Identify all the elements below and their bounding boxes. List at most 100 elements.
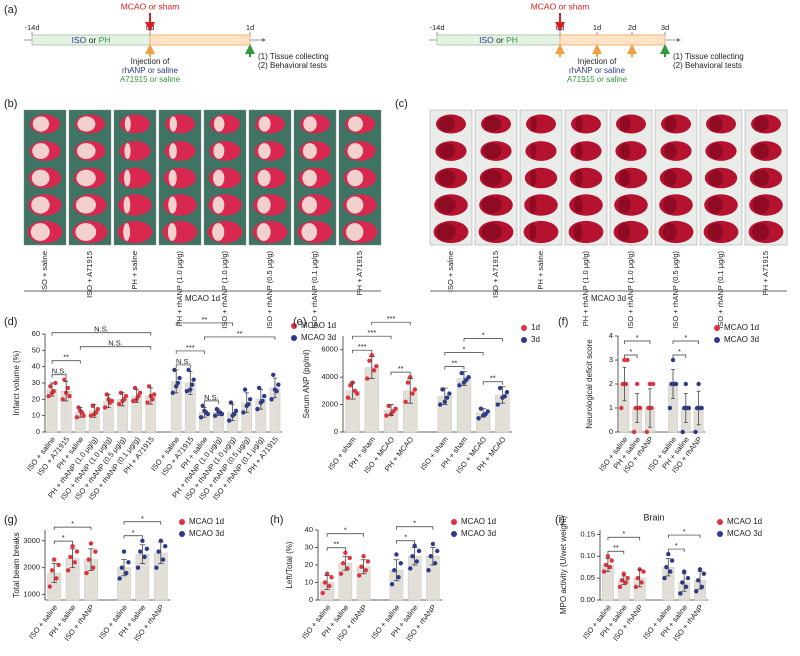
- significance-label: N.S.: [52, 367, 67, 376]
- data-point: [131, 398, 136, 404]
- infarct-area: [529, 169, 537, 187]
- column-label: ISO + A71915: [85, 251, 94, 298]
- infarct-area: [530, 116, 537, 132]
- infarct-area: [257, 169, 271, 187]
- significance-bracket: [204, 400, 219, 404]
- y-tick-label: 10: [32, 411, 40, 420]
- y-axis-label: Left/Total (%): [285, 541, 294, 588]
- data-point: [191, 377, 196, 382]
- data-point: [81, 413, 86, 418]
- data-point: [693, 429, 698, 435]
- infarct-area: [481, 223, 503, 241]
- data-point: [697, 567, 703, 572]
- day-label: 2d: [628, 23, 636, 32]
- data-point: [340, 561, 346, 566]
- data-point: [119, 565, 125, 570]
- y-tick-label: 2000: [23, 563, 40, 572]
- data-point: [601, 569, 607, 574]
- data-point: [641, 569, 646, 574]
- significance-bracket: [51, 374, 67, 378]
- data-point: [47, 584, 52, 589]
- data-point: [619, 405, 624, 411]
- infarct-area: [346, 223, 364, 241]
- significance-bracket: [390, 371, 411, 376]
- column-label: ISO + rhANP (0.1 μg/g): [310, 251, 319, 329]
- infarct-area: [708, 169, 723, 187]
- significance-label: *: [684, 333, 687, 342]
- y-tick-label: 10: [305, 577, 313, 586]
- brain-slice: [164, 141, 196, 161]
- data-point: [200, 403, 205, 409]
- infarct-area: [212, 196, 225, 214]
- data-point: [322, 580, 328, 585]
- data-point: [634, 381, 640, 387]
- data-point: [476, 416, 481, 421]
- data-point: [673, 381, 679, 387]
- data-point: [49, 568, 55, 573]
- infarct-area: [302, 169, 317, 187]
- data-point: [170, 390, 176, 395]
- data-point: [699, 405, 704, 411]
- y-tick-label: 3: [609, 355, 613, 364]
- column-label: PH + rhANP (1.0 μg/g): [175, 251, 184, 327]
- y-tick-label: 0.15: [580, 529, 595, 538]
- brain-slice: [118, 194, 152, 216]
- panel-label: (i): [555, 514, 565, 526]
- brain-slice: [523, 220, 559, 244]
- data-point: [68, 554, 73, 560]
- y-tick-label: 6000: [321, 345, 338, 354]
- infarct-area: [619, 116, 631, 132]
- data-point: [247, 397, 253, 402]
- infarct-area: [663, 169, 677, 187]
- y-tick-label: 20: [305, 560, 313, 569]
- data-point: [670, 357, 676, 363]
- infarct-area: [124, 116, 131, 132]
- data-point: [160, 557, 166, 562]
- infarct-area: [123, 196, 131, 214]
- drug-joiner: or: [89, 35, 97, 45]
- panel-label: (h): [270, 514, 283, 526]
- significance-bracket: [326, 547, 346, 551]
- data-point: [365, 559, 371, 564]
- infarct-area: [663, 196, 677, 214]
- data-point: [603, 562, 609, 568]
- y-tick-label: 30: [32, 378, 40, 387]
- infarct-area: [212, 223, 225, 241]
- legend-label: MCAO 1d: [724, 323, 759, 332]
- infarct-area: [574, 196, 583, 214]
- significance-bracket: [624, 354, 638, 358]
- column-label: PH + saline: [536, 251, 545, 290]
- data-point: [140, 538, 145, 543]
- data-point: [156, 549, 161, 554]
- injection-label: A71915 or saline: [120, 75, 181, 84]
- data-point: [345, 395, 351, 400]
- y-tick-label: 20: [32, 394, 40, 403]
- data-point: [623, 381, 629, 387]
- data-point: [184, 388, 190, 394]
- data-point: [444, 395, 450, 400]
- data-point: [256, 385, 262, 391]
- data-point: [138, 549, 143, 554]
- panel-label: (d): [4, 316, 17, 328]
- panel-label: (g): [4, 514, 17, 526]
- data-point: [144, 546, 150, 552]
- infarct-area: [575, 116, 583, 132]
- outcome-label: (2) Behavioral tests: [258, 61, 327, 70]
- brain-slice: [526, 114, 556, 134]
- infarct-area: [31, 169, 50, 187]
- significance-label: *: [463, 345, 466, 354]
- data-point: [347, 555, 352, 561]
- infarct-area: [573, 223, 583, 241]
- data-point: [412, 543, 417, 548]
- brain-slice: [119, 141, 151, 161]
- panel-label: (f): [558, 316, 568, 328]
- data-point: [88, 541, 94, 546]
- data-point: [625, 575, 630, 581]
- data-point: [695, 578, 701, 583]
- data-point: [233, 408, 239, 413]
- infarct-area: [32, 116, 50, 132]
- data-point: [177, 375, 182, 381]
- data-point: [374, 363, 379, 369]
- data-point: [150, 397, 155, 402]
